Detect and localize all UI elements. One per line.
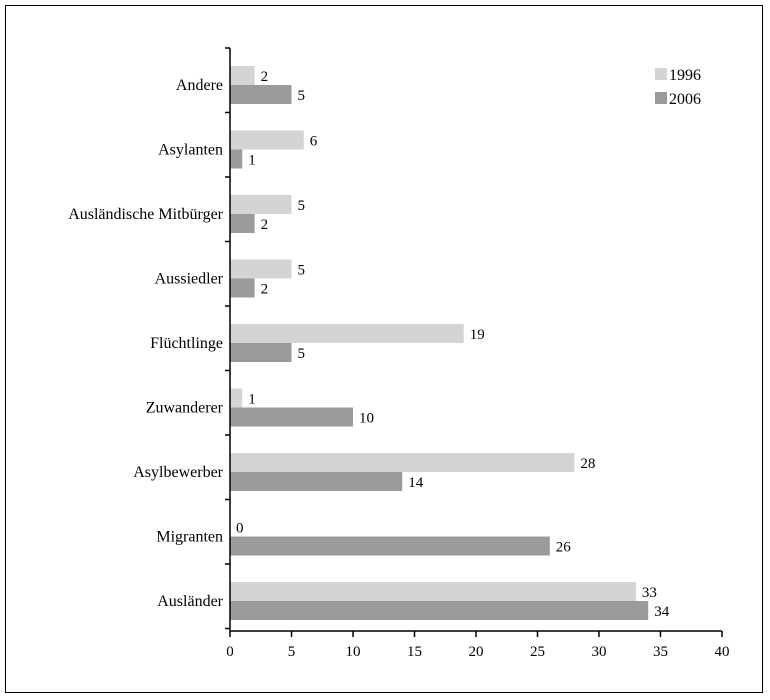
bar-2006-zuwanderer bbox=[230, 407, 353, 427]
x-tick-label-5: 5 bbox=[288, 644, 296, 660]
bar-2006-asylanten bbox=[230, 149, 243, 169]
data-label-2006-fluchtlinge: 5 bbox=[298, 346, 306, 362]
bar-2006-auslander bbox=[230, 601, 649, 620]
bar-2006-aussiedler bbox=[230, 278, 255, 298]
category-label-aussiedler: Aussiedler bbox=[155, 271, 224, 288]
data-label-1996-andere: 2 bbox=[261, 69, 269, 85]
chart-frame bbox=[5, 5, 763, 693]
bar-2006-andere bbox=[230, 85, 292, 104]
category-label-andere: Andere bbox=[176, 77, 223, 94]
x-tick-label-15: 15 bbox=[407, 644, 422, 660]
category-label-fluchtlinge: Flüchtlinge bbox=[150, 335, 223, 352]
category-label-asylbewerber: Asylbewerber bbox=[133, 464, 223, 481]
bar-2006-auslandische-mitburger bbox=[230, 214, 255, 233]
category-label-auslander: Ausländer bbox=[157, 593, 223, 610]
bar-1996-andere bbox=[230, 66, 255, 85]
bar-1996-asylanten bbox=[230, 130, 304, 150]
data-label-1996-migranten: 0 bbox=[236, 521, 244, 537]
data-label-1996-zuwanderer: 1 bbox=[248, 392, 256, 408]
axes: 0 5 10 15 20 25 30 35 40 bbox=[225, 47, 730, 660]
bar-2006-migranten bbox=[230, 536, 550, 556]
data-labels: 2 5 6 1 5 2 5 2 19 5 1 10 28 14 0 26 33 34 bbox=[236, 69, 670, 620]
bar-2006-fluchtlinge bbox=[230, 343, 292, 362]
category-label-migranten: Migranten bbox=[156, 529, 223, 546]
data-label-1996-asylanten: 6 bbox=[310, 134, 318, 150]
bar-1996-fluchtlinge bbox=[230, 324, 464, 343]
legend: 1996 2006 bbox=[655, 67, 701, 108]
category-label-zuwanderer: Zuwanderer bbox=[146, 400, 224, 417]
data-label-2006-zuwanderer: 10 bbox=[359, 411, 374, 427]
x-tick-label-40: 40 bbox=[715, 644, 730, 660]
legend-swatch-1996 bbox=[655, 68, 667, 80]
data-label-2006-asylanten: 1 bbox=[248, 153, 256, 169]
bar-1996-aussiedler bbox=[230, 259, 292, 279]
category-label-auslandische-mitburger: Ausländische Mitbürger bbox=[68, 206, 223, 223]
x-tick-label-10: 10 bbox=[346, 644, 361, 660]
data-label-1996-asylbewerber: 28 bbox=[580, 456, 595, 472]
data-label-1996-auslander: 33 bbox=[642, 585, 657, 601]
x-tick-label-35: 35 bbox=[653, 644, 668, 660]
legend-label-1996: 1996 bbox=[669, 67, 701, 84]
data-label-1996-fluchtlinge: 19 bbox=[470, 327, 485, 343]
data-label-2006-auslandische-mitburger: 2 bbox=[261, 217, 269, 233]
x-tick-label-25: 25 bbox=[530, 644, 545, 660]
data-label-2006-andere: 5 bbox=[298, 88, 306, 104]
bar-1996-auslandische-mitburger bbox=[230, 195, 292, 214]
data-label-1996-aussiedler: 5 bbox=[298, 263, 306, 279]
bars bbox=[230, 66, 649, 620]
data-label-2006-migranten: 26 bbox=[556, 540, 572, 556]
bar-1996-zuwanderer bbox=[230, 388, 243, 408]
data-label-2006-auslander: 34 bbox=[654, 604, 670, 620]
data-label-2006-aussiedler: 2 bbox=[261, 282, 269, 298]
data-label-1996-auslandische-mitburger: 5 bbox=[298, 198, 306, 214]
x-tick-label-0: 0 bbox=[226, 644, 234, 660]
category-label-asylanten: Asylanten bbox=[158, 142, 223, 159]
data-label-2006-asylbewerber: 14 bbox=[408, 475, 424, 491]
bar-1996-auslander bbox=[230, 582, 636, 601]
category-labels: Andere Asylanten Ausländische Mitbürger Aus… bbox=[68, 77, 223, 610]
legend-swatch-2006 bbox=[655, 92, 667, 104]
legend-label-2006: 2006 bbox=[669, 91, 701, 108]
bar-1996-asylbewerber bbox=[230, 453, 575, 472]
x-tick-label-20: 20 bbox=[469, 644, 484, 660]
x-tick-label-30: 30 bbox=[592, 644, 607, 660]
bar-2006-asylbewerber bbox=[230, 472, 403, 491]
